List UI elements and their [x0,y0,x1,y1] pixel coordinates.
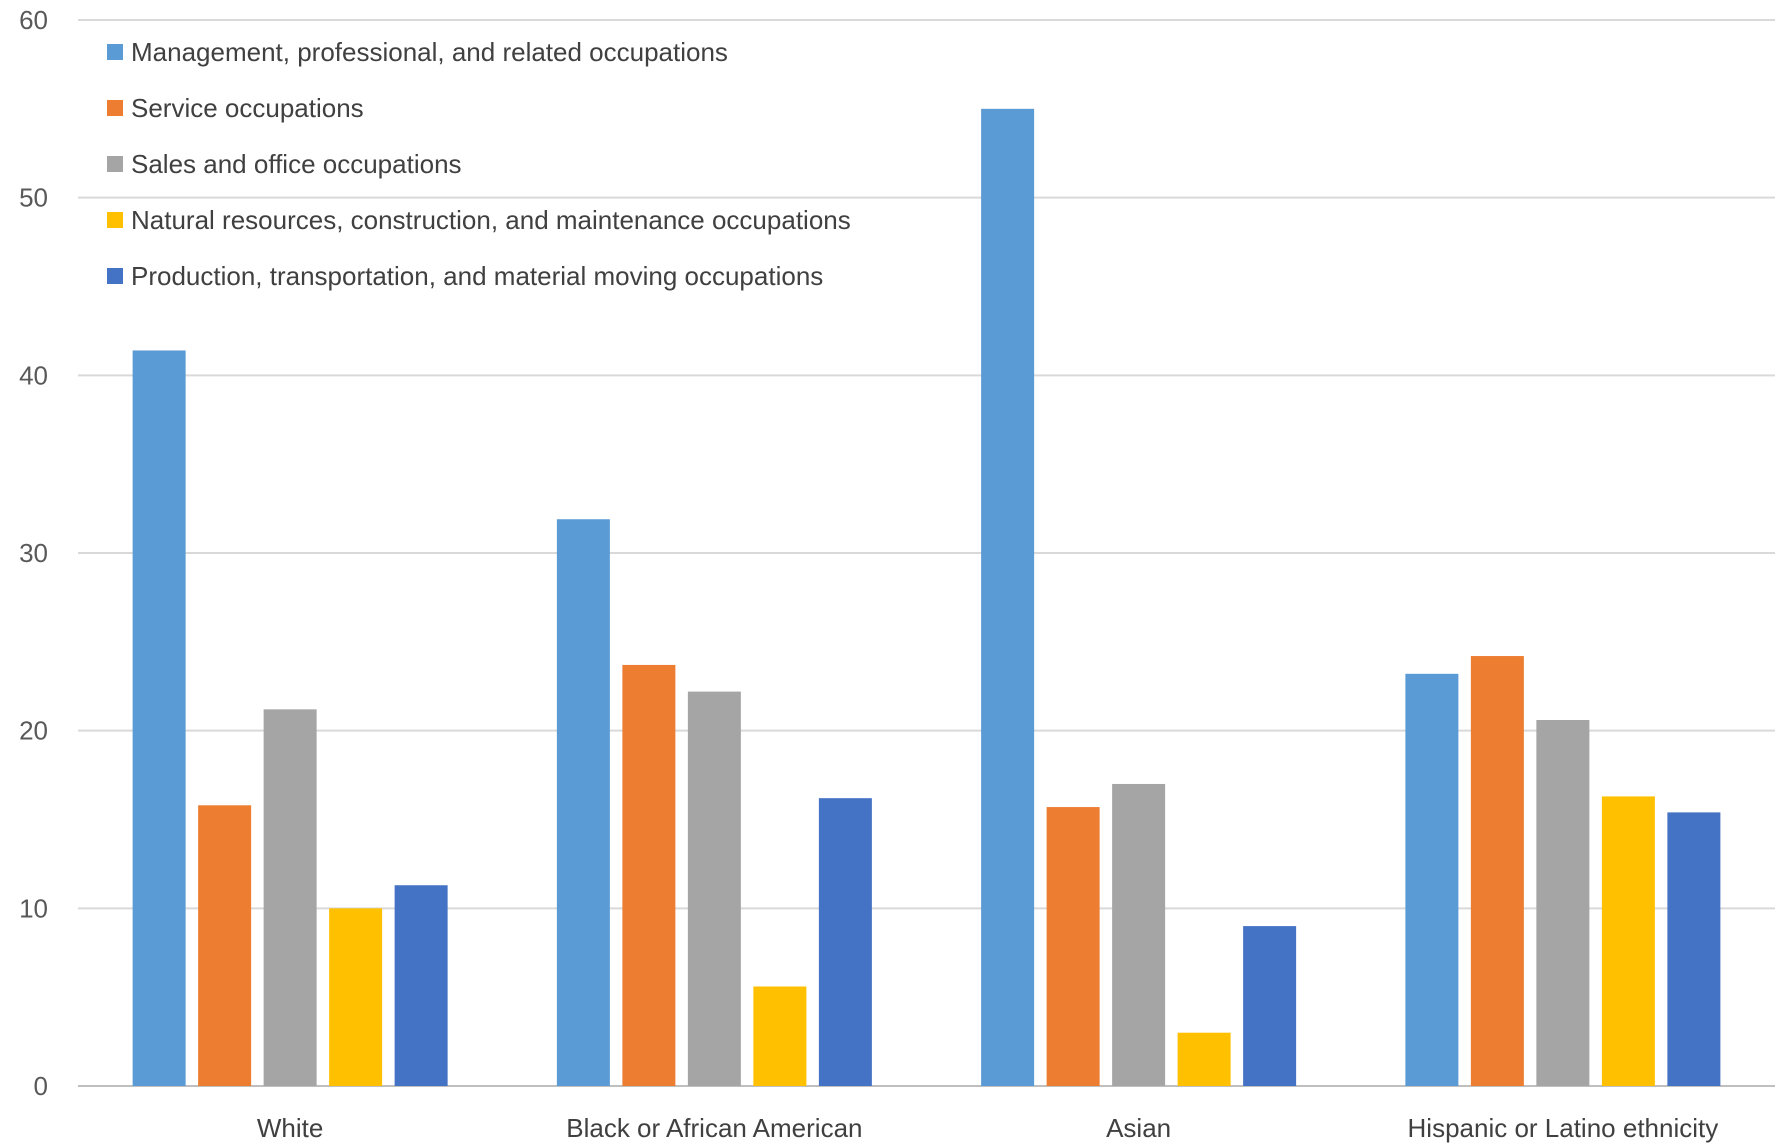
bar [687,691,741,1086]
bar [132,350,186,1087]
bar [1046,807,1100,1086]
x-category-label: Black or African American [566,1113,862,1143]
x-category-label: Hispanic or Latino ethnicity [1408,1113,1719,1143]
y-tick-label: 60 [19,5,48,35]
bar [981,108,1035,1087]
bar [198,805,252,1086]
y-tick-label: 20 [19,716,48,746]
bar [1470,656,1524,1086]
bar [329,908,383,1086]
bar [818,798,872,1086]
y-tick-label: 30 [19,538,48,568]
bar [622,664,676,1086]
bar [394,885,448,1086]
legend-label: Sales and office occupations [131,149,462,179]
bar [1601,796,1655,1086]
y-tick-label: 10 [19,893,48,923]
x-category-label: White [257,1113,323,1143]
legend-label: Service occupations [131,93,364,123]
x-axis-category-labels: White Black or African American Asian Hispa… [257,1113,1718,1143]
bars [132,108,1721,1087]
legend-label: Production, transportation, and material… [131,261,823,291]
legend-swatch [107,100,123,116]
bar [1405,673,1459,1086]
legend-swatch [107,212,123,228]
y-tick-label: 0 [34,1071,48,1101]
bar [1667,812,1721,1086]
x-category-label: Asian [1106,1113,1171,1143]
bar [753,986,807,1086]
bar [1536,720,1590,1086]
legend-swatch [107,268,123,284]
bar [1243,926,1297,1086]
bar [556,519,610,1086]
legend-swatch [107,44,123,60]
legend: Management, professional, and related oc… [107,37,851,291]
legend-swatch [107,156,123,172]
legend-label: Management, professional, and related oc… [131,37,728,67]
y-tick-label: 50 [19,183,48,213]
bar [263,709,317,1086]
y-tick-label: 40 [19,360,48,390]
bar [1112,783,1166,1086]
bar [1177,1032,1231,1086]
y-axis-tick-labels: 0 10 20 30 40 50 60 [19,5,48,1101]
legend-label: Natural resources, construction, and mai… [131,205,851,235]
